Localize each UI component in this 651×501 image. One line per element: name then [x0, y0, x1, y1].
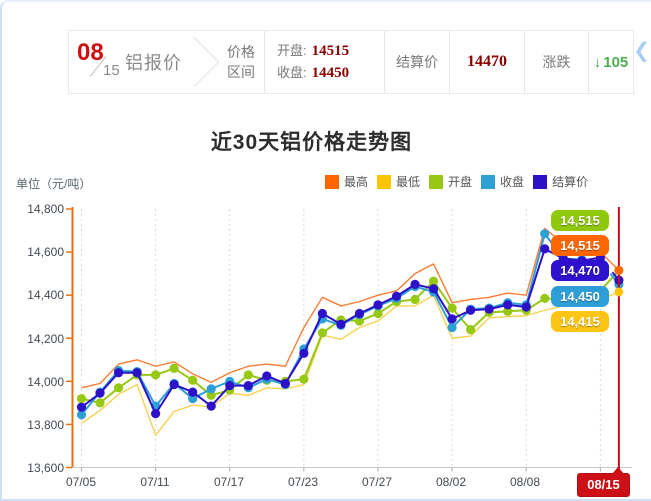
date-day: 15: [103, 62, 120, 79]
y-tick-label: 14,400: [27, 288, 64, 302]
legend-item-close[interactable]: 收盘: [481, 173, 524, 190]
legend-item-settle[interactable]: 结算价: [533, 173, 588, 190]
legend-item-open[interactable]: 开盘: [429, 173, 472, 190]
x-tick-label: 07/05: [65, 475, 97, 489]
high-price-callout: 14,515: [551, 235, 609, 256]
close-label: 收盘:: [277, 65, 307, 80]
close-price-callout: 14,450: [551, 286, 609, 307]
legend-item-high[interactable]: 最高: [325, 173, 368, 190]
settle-value: 14470: [449, 31, 524, 93]
quote-date: 08 15: [77, 38, 125, 86]
open-close-cell: 开盘: 14515 收盘: 14450: [264, 31, 384, 93]
date-product-cell: 08 15 铝报价: [69, 31, 182, 93]
open-value: 14515: [311, 43, 350, 59]
chart-legend: 最高 最低 开盘 收盘 结算价: [325, 173, 597, 190]
y-tick-label: 14,000: [27, 375, 64, 389]
date-month: 08: [77, 39, 104, 66]
change-value: 105: [603, 53, 629, 71]
settle-price-callout: 14,470: [551, 260, 614, 281]
change-label: 涨跌: [524, 31, 588, 93]
change-cell: ↓ 105: [588, 31, 633, 93]
y-tick-label: 14,600: [27, 245, 64, 259]
price-range-label: 价格 区间: [227, 44, 255, 80]
settle-label: 结算价: [384, 31, 449, 93]
unit-label: 单位（元/吨）: [16, 177, 92, 191]
y-tick-label: 14,200: [27, 332, 64, 346]
down-arrow-icon: ↓: [593, 53, 602, 71]
legend-item-low[interactable]: 最低: [377, 173, 420, 190]
x-tick-label: 07/23: [287, 475, 319, 489]
close-swatch: [481, 174, 496, 189]
open-label: 开盘:: [277, 43, 307, 58]
x-tick-label: 07/27: [361, 475, 393, 489]
open-price-callout: 14,515: [551, 210, 609, 231]
high-swatch: [325, 174, 339, 189]
y-tick-label: 14,800: [27, 202, 64, 216]
x-tick-label: 07/11: [140, 475, 170, 489]
open-swatch: [429, 174, 444, 189]
settle-swatch: [533, 174, 548, 189]
low-price-callout: 14,415: [551, 311, 609, 332]
x-tick-label: 07/17: [213, 475, 245, 489]
panel-collapse-icon[interactable]: ❮: [633, 40, 650, 62]
quote-header-panel: 08 15 铝报价 价格 区间 开盘: 14515 收盘: 14450 结算价 14…: [68, 30, 634, 94]
low-swatch: [377, 174, 392, 189]
current-date-marker: 08/15: [577, 467, 630, 497]
x-tick-label: 08/08: [509, 475, 541, 489]
chart-title: 近30天铝价格走势图: [210, 131, 413, 154]
y-tick-label: 13,600: [27, 461, 64, 475]
y-tick-label: 13,800: [27, 418, 64, 432]
product-name: 铝报价: [125, 53, 182, 73]
close-value: 14450: [311, 65, 350, 81]
x-tick-label: 08/02: [435, 475, 467, 489]
